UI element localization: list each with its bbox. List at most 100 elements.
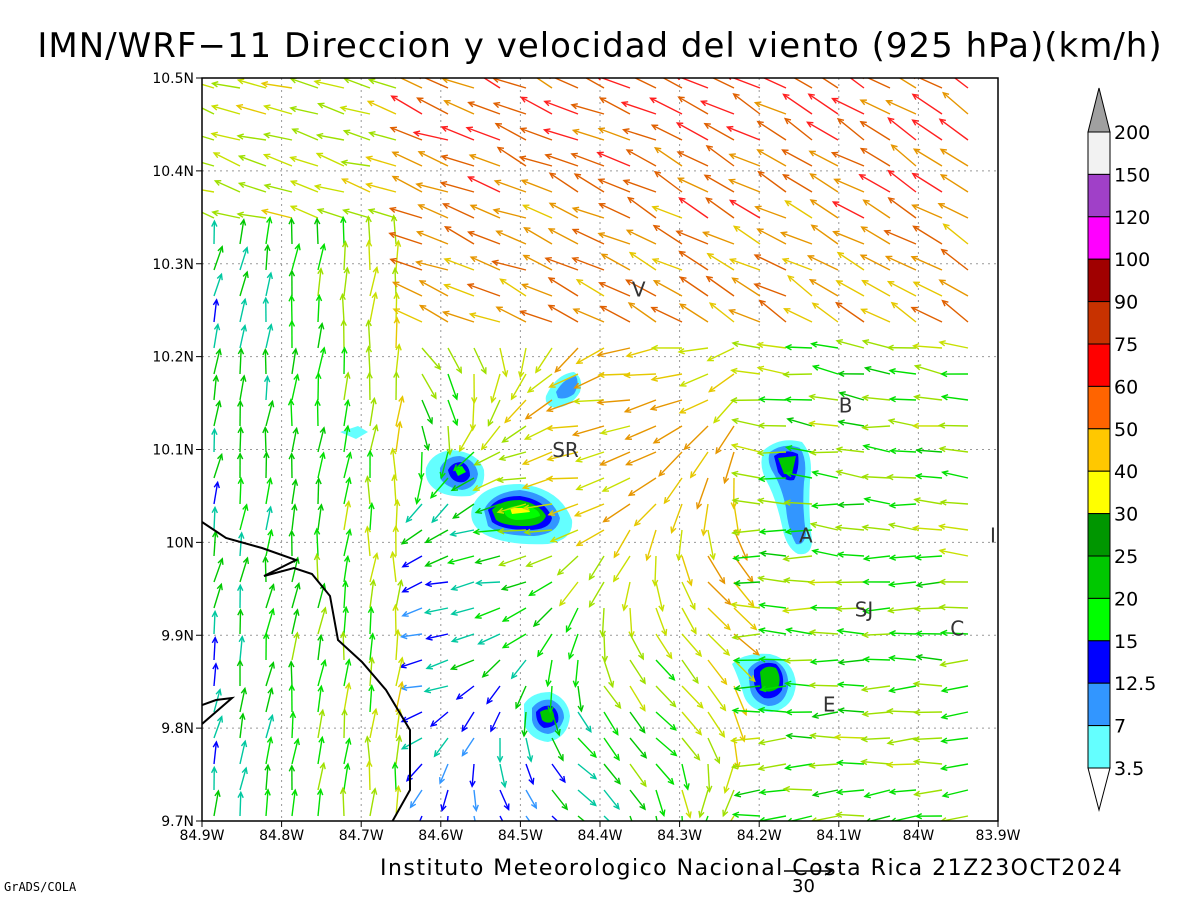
wind-vector [836,628,865,635]
wind-vector [730,397,761,404]
wind-vector [651,258,683,271]
wind-vector [781,257,813,271]
wind-vector [785,627,813,635]
wind-vector [496,503,527,514]
wind-vector [603,763,621,785]
wind-vector [342,605,349,635]
wind-vector [465,126,501,141]
wind-vector [340,215,347,245]
wind-vector [837,501,865,509]
wind-vector [548,373,579,388]
wind-vector [317,658,327,687]
wind-vector [703,122,735,141]
wind-vector [650,373,683,382]
wind-vector [289,710,297,739]
wind-vector [811,548,839,557]
wind-vector [443,226,475,245]
wind-vector [265,583,276,609]
wind-vector [705,815,709,821]
wind-vector [707,659,728,686]
wind-vector [213,789,221,817]
wind-vector [487,399,501,427]
wind-vector [390,95,423,115]
map-title: IMN/WRF−11 Direccion y velocidad del vie… [37,26,1163,66]
wind-vector [677,347,709,355]
wind-vector [262,631,270,661]
wind-vector [469,204,501,219]
wind-vector [914,630,943,637]
wind-vector [757,763,787,772]
wind-vector [343,371,351,401]
wind-vector [525,555,553,568]
wind-vector [395,734,403,765]
grads-credit: GrADS/COLA [4,880,77,894]
wind-vector [392,308,423,323]
wind-vector [940,737,969,744]
wind-vector [394,784,402,817]
wind-vector [264,763,271,791]
wind-vector [793,78,813,89]
wind-vector [453,451,475,472]
wind-vector [613,529,631,559]
wind-vector [510,373,527,401]
wind-vector [211,427,218,453]
wind-vector [547,228,579,245]
wind-vector [782,371,813,378]
wind-vector [288,660,295,687]
wind-vector [391,151,423,167]
wind-vector [653,170,683,193]
wind-vector [545,399,579,413]
wind-vector [474,579,501,587]
wind-vector [730,470,761,479]
wind-vector [537,633,553,658]
wind-vector [213,180,241,193]
wind-vector [708,302,735,323]
wind-vector [681,763,690,791]
wind-vector [811,302,839,323]
wind-vector [265,271,274,297]
wind-vector [415,260,449,271]
wind-vector [781,607,813,614]
wind-vector [369,707,379,739]
wind-vector [481,659,501,678]
wind-vector [675,529,683,562]
wind-vector [263,374,271,401]
wind-vector [886,707,917,715]
wind-vector [731,633,761,641]
wind-vector [291,581,301,609]
wind-vector [652,280,683,297]
wind-vector [395,343,402,375]
wind-vector [913,78,943,89]
wind-vector [733,711,746,743]
wind-vector [678,250,709,271]
wind-vector [602,503,631,523]
wind-vector [340,178,371,193]
wind-vector [288,269,296,297]
wind-vector [732,657,761,664]
wind-vector [265,399,275,427]
wind-vector [446,815,449,821]
wind-vector [450,581,475,591]
wind-vector [597,371,631,379]
wind-vector [317,735,325,765]
wind-speed-contours [340,372,812,742]
wind-vector [938,118,969,141]
wind-vector [835,469,865,479]
wind-vector [447,347,462,375]
wind-vector [491,259,527,271]
wind-vector [316,208,345,219]
wind-vector [439,763,449,785]
wind-vector [728,153,761,167]
wind-vector [366,100,397,115]
wind-vector [836,251,865,271]
wind-vector [239,503,249,531]
wind-vector [911,204,943,219]
wind-vector [678,303,709,323]
wind-vector [449,529,475,537]
wind-vector [837,370,865,378]
wind-vector [622,128,657,141]
wind-vector [912,281,943,297]
wind-vector [262,153,293,167]
wind-vector [542,128,579,141]
colorbar-swatch [1087,725,1111,769]
